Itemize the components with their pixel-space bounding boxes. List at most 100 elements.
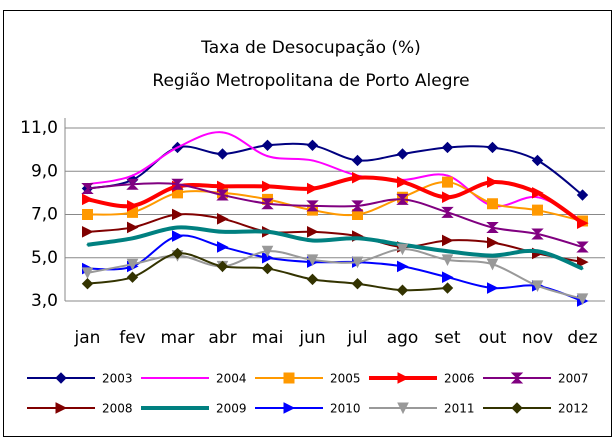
marker — [442, 271, 454, 284]
marker — [396, 148, 409, 160]
marker — [127, 221, 139, 234]
legend-label: 2008 — [102, 402, 133, 416]
legend-item: 2010 — [255, 402, 361, 416]
point — [176, 226, 179, 229]
marker — [81, 267, 94, 280]
marker — [577, 256, 589, 268]
marker — [532, 204, 543, 216]
legend-label: 2003 — [102, 372, 133, 386]
marker — [442, 191, 454, 204]
point — [131, 174, 134, 177]
marker — [261, 139, 274, 152]
marker — [126, 178, 139, 190]
point — [221, 230, 224, 233]
marker — [216, 260, 229, 273]
point — [356, 237, 359, 240]
legend-item: 2003 — [27, 372, 133, 386]
marker — [442, 234, 454, 247]
marker — [81, 183, 94, 195]
marker — [397, 260, 409, 273]
marker — [396, 193, 409, 205]
x-tick-label: abr — [208, 328, 236, 348]
x-tick-label: mar — [161, 328, 195, 348]
marker — [307, 182, 319, 195]
x-tick-label: mai — [252, 328, 284, 348]
x-tick-label: jul — [346, 328, 367, 348]
marker — [441, 206, 454, 218]
legend-item: 2007 — [483, 372, 589, 386]
marker — [397, 372, 410, 384]
marker — [487, 198, 498, 210]
marker — [172, 230, 184, 242]
x-tick-label: fev — [119, 328, 146, 348]
marker — [487, 282, 499, 294]
marker — [441, 282, 454, 294]
legend-item: 2008 — [27, 402, 133, 416]
x-tick-label: dez — [567, 328, 597, 348]
marker — [576, 293, 589, 305]
marker — [396, 284, 409, 296]
marker — [82, 225, 94, 238]
marker — [306, 200, 319, 212]
marker — [441, 141, 454, 154]
point — [536, 250, 539, 253]
marker — [261, 262, 274, 275]
x-tick-label: nov — [522, 328, 553, 348]
legend-item: 2012 — [483, 402, 589, 416]
chart-title: Taxa de Desocupação (%) — [200, 38, 421, 58]
marker — [487, 176, 499, 188]
marker — [577, 217, 589, 229]
x-tick-label: out — [479, 328, 507, 348]
marker — [126, 271, 139, 283]
marker — [486, 258, 499, 271]
marker — [261, 245, 274, 258]
marker — [55, 372, 67, 384]
y-tick-label: 5,0 — [31, 248, 58, 268]
chart-subtitle: Região Metropolitana de Porto Alegre — [152, 71, 469, 91]
marker — [306, 273, 319, 286]
marker — [306, 139, 319, 152]
y-tick-label: 3,0 — [31, 291, 58, 311]
legend-label: 2005 — [330, 372, 361, 386]
marker — [510, 372, 524, 384]
point — [86, 243, 89, 246]
legend-label: 2012 — [558, 402, 589, 416]
legend-label: 2011 — [444, 402, 475, 416]
y-tick-label: 11,0 — [20, 118, 58, 138]
marker — [261, 198, 274, 210]
point — [311, 159, 314, 162]
marker — [352, 171, 364, 184]
marker — [283, 372, 295, 384]
x-tick-label: jun — [298, 328, 325, 348]
marker — [307, 225, 319, 238]
marker — [576, 241, 589, 253]
marker — [397, 402, 409, 415]
marker — [216, 189, 229, 201]
point — [266, 230, 269, 233]
y-tick-label: 7,0 — [31, 205, 58, 225]
marker — [441, 254, 454, 267]
marker — [576, 189, 589, 201]
legend-label: 2004 — [216, 372, 247, 386]
point — [446, 174, 449, 177]
marker — [442, 176, 453, 188]
marker — [351, 256, 364, 269]
marker — [396, 243, 409, 256]
marker — [531, 154, 544, 167]
marker — [172, 208, 184, 221]
marker — [397, 176, 409, 188]
legend-item: 2004 — [141, 372, 247, 386]
marker — [55, 402, 68, 414]
y-tick-label: 9,0 — [31, 161, 58, 181]
legend-item: 2009 — [141, 402, 247, 416]
point — [491, 254, 494, 257]
point — [446, 250, 449, 253]
x-tick-label: ago — [387, 328, 419, 348]
x-tick-label: set — [435, 328, 461, 348]
point — [176, 146, 179, 149]
marker — [532, 187, 544, 199]
marker — [306, 254, 319, 267]
marker — [511, 402, 523, 414]
point — [131, 237, 134, 240]
marker — [127, 200, 139, 212]
